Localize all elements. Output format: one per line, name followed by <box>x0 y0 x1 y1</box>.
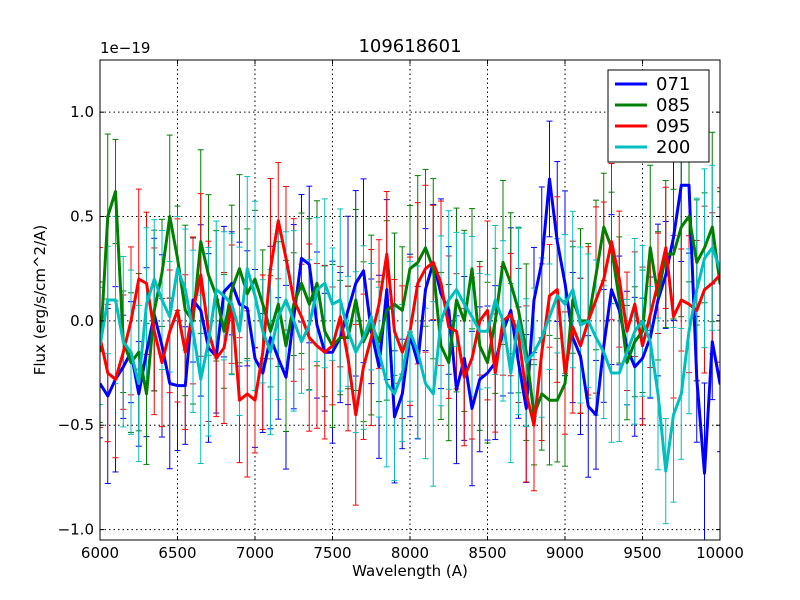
x-tick-label: 6500 <box>158 544 196 562</box>
y-tick-label: 0.0 <box>70 312 94 330</box>
y-axis-label: Flux (erg/s/cm^2/A) <box>31 225 49 376</box>
x-tick-label: 9000 <box>546 544 584 562</box>
x-tick-label: 8000 <box>391 544 429 562</box>
legend-label: 200 <box>656 137 690 158</box>
y-tick-label: 0.5 <box>70 208 94 226</box>
legend-label: 071 <box>656 74 690 95</box>
y-tick-label: −0.5 <box>58 416 94 434</box>
series-line-071 <box>100 177 720 475</box>
series-line-085 <box>100 190 720 417</box>
x-tick-label: 10000 <box>696 544 744 562</box>
x-axis-label: Wavelength (A) <box>352 562 468 580</box>
series-lines <box>100 177 720 475</box>
y-offset-label: 1e−19 <box>100 39 150 57</box>
legend-label: 085 <box>656 95 690 116</box>
legend-label: 095 <box>656 116 690 137</box>
series-line-200 <box>100 246 720 473</box>
y-tick-label: −1.0 <box>58 521 94 539</box>
axis-ticks: 6000 6500 7000 7500 8000 8500 9000 9500 10000 −1.… <box>58 60 744 562</box>
y-tick-label: 1.0 <box>70 103 94 121</box>
x-tick-label: 6000 <box>81 544 119 562</box>
x-tick-label: 8500 <box>468 544 506 562</box>
x-tick-label: 7000 <box>236 544 274 562</box>
plot-title: 109618601 <box>358 36 461 57</box>
series-line-095 <box>100 219 720 427</box>
x-tick-label: 9500 <box>623 544 661 562</box>
x-tick-label: 7500 <box>313 544 351 562</box>
